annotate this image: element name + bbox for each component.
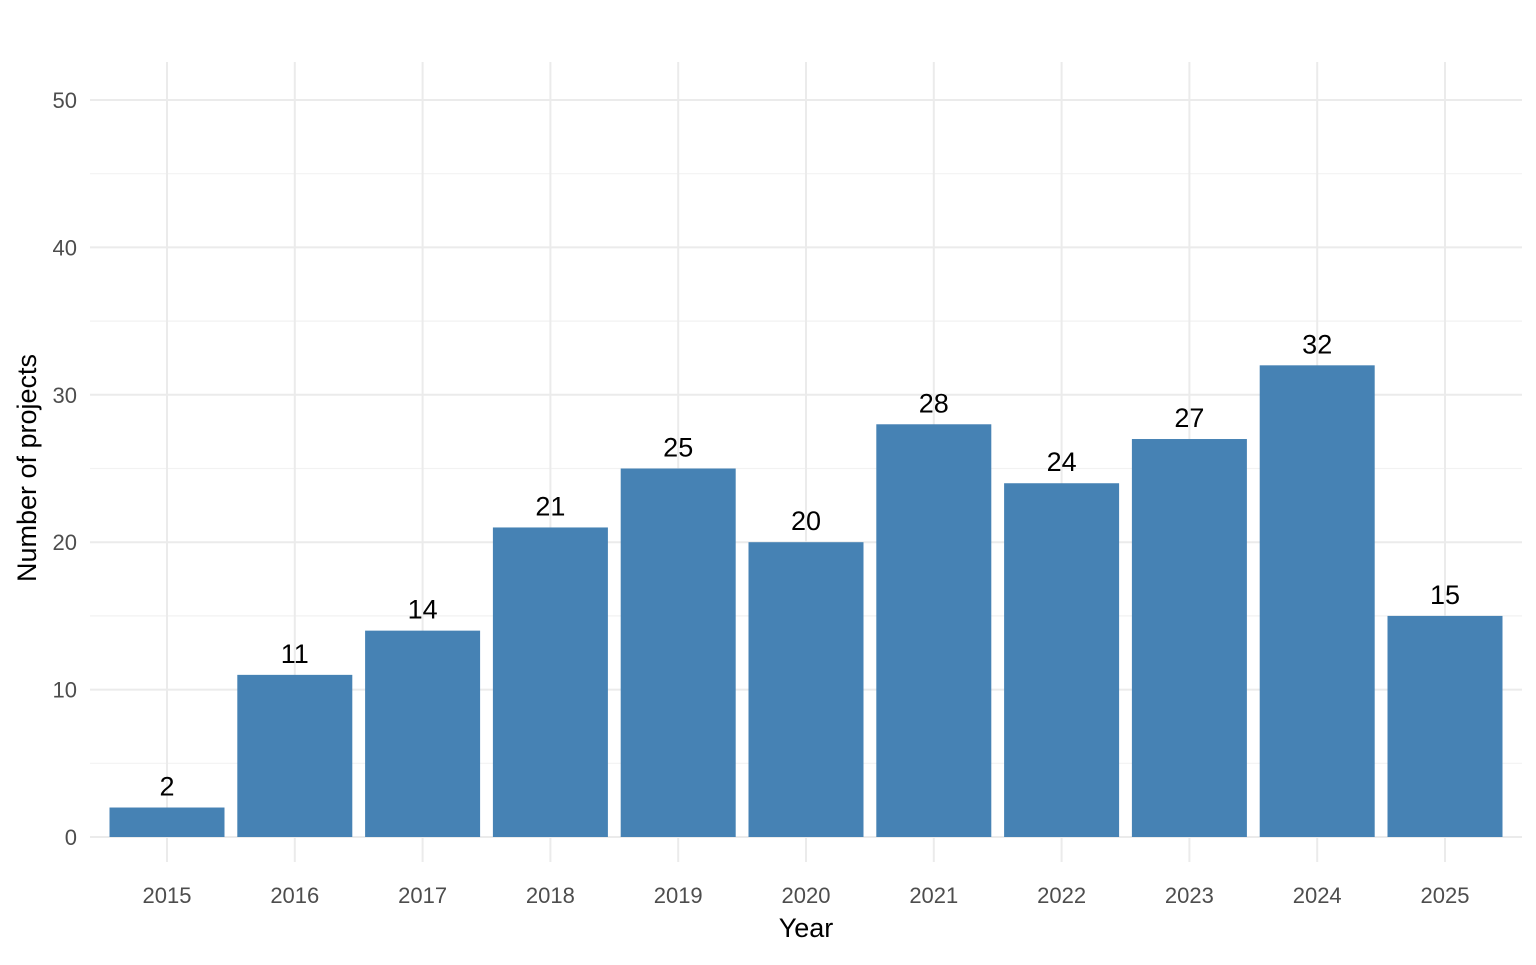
x-tick-label: 2018 <box>526 883 575 908</box>
x-tick-label: 2019 <box>654 883 703 908</box>
bar <box>1131 439 1247 837</box>
data-label: 25 <box>663 433 693 463</box>
y-tick-label: 10 <box>53 678 77 703</box>
data-label: 21 <box>535 491 565 521</box>
bar <box>1004 483 1120 837</box>
data-labels: 2 11 14 21 25 20 28 24 27 32 15 <box>159 329 1460 801</box>
y-tick-label: 30 <box>53 383 77 408</box>
y-tick-label: 40 <box>53 235 77 260</box>
data-label: 24 <box>1047 447 1077 477</box>
data-label: 2 <box>159 772 174 802</box>
x-axis-title: Year <box>779 913 834 943</box>
x-tick-label: 2020 <box>782 883 831 908</box>
bar <box>109 807 225 837</box>
bar <box>1259 365 1375 837</box>
bars <box>109 365 1503 837</box>
data-label: 32 <box>1302 329 1332 359</box>
y-axis-ticks: 0 10 20 30 40 50 <box>53 88 77 850</box>
y-tick-label: 0 <box>65 825 77 850</box>
data-label: 15 <box>1430 580 1460 610</box>
x-tick-label: 2017 <box>398 883 447 908</box>
data-label: 14 <box>408 595 438 625</box>
x-axis-ticks: 2015 2016 2017 2018 2019 2020 2021 2022 2023 2024… <box>143 883 1470 908</box>
y-axis-title: Number of projects <box>12 354 42 582</box>
x-tick-label: 2025 <box>1421 883 1470 908</box>
y-tick-label: 50 <box>53 88 77 113</box>
bar <box>748 542 864 837</box>
data-label: 20 <box>791 506 821 536</box>
bar <box>365 630 481 837</box>
x-tick-label: 2015 <box>143 883 192 908</box>
bar <box>876 424 992 837</box>
x-tick-label: 2023 <box>1165 883 1214 908</box>
bar <box>620 468 736 837</box>
x-tick-label: 2022 <box>1037 883 1086 908</box>
data-label: 28 <box>919 388 949 418</box>
data-label: 27 <box>1174 403 1204 433</box>
bar <box>237 674 353 837</box>
x-tick-label: 2021 <box>909 883 958 908</box>
bar <box>492 527 608 837</box>
data-label: 11 <box>281 639 309 669</box>
x-tick-label: 2016 <box>270 883 319 908</box>
bar <box>1387 615 1503 837</box>
y-tick-label: 20 <box>53 530 77 555</box>
x-tick-label: 2024 <box>1293 883 1342 908</box>
